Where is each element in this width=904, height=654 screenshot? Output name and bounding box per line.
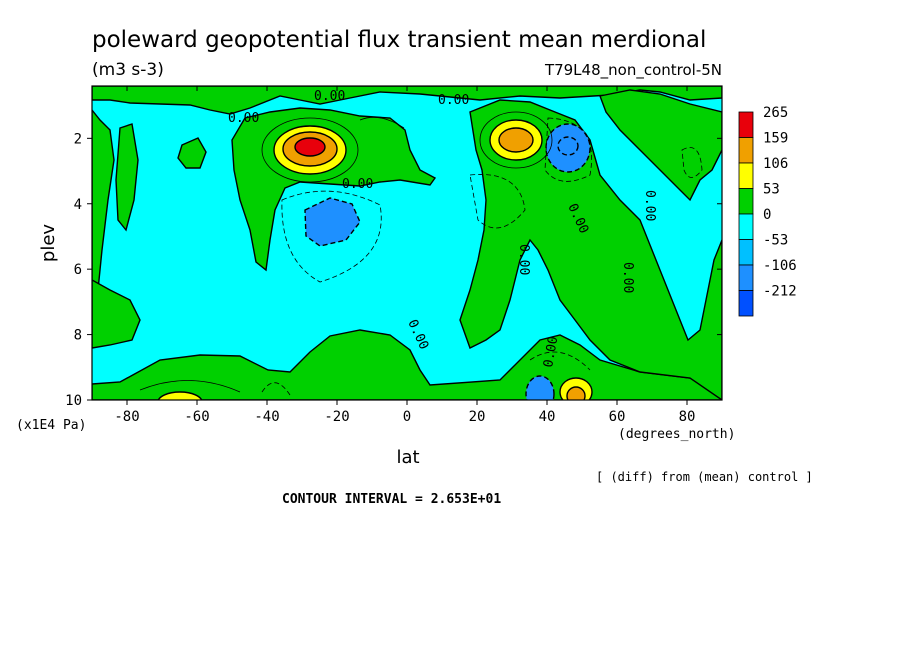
colorbar-label: 106 [763, 156, 788, 172]
colorbar-label: 0 [763, 207, 771, 223]
x-axis: -80 -60 -40 -20 0 20 40 60 80 [114, 86, 695, 425]
x-tick-label: 40 [539, 409, 556, 425]
max-bottom-orange [566, 386, 586, 400]
y-axis-label: plev [38, 224, 59, 263]
colorbar-swatch [738, 188, 754, 215]
colorbar-label: 265 [763, 105, 788, 121]
contour-right-neg [681, 147, 703, 178]
contour-label: 0.00 [620, 262, 635, 293]
contour-label: 0.00 [642, 190, 657, 221]
max-bottom-left-yellow [157, 391, 203, 400]
contour-bottom-dash [261, 382, 291, 396]
footer-note: [ (diff) from (mean) control ] [596, 470, 813, 484]
colorbar-label: -106 [763, 258, 797, 274]
x-tick-label: 0 [403, 409, 411, 425]
green-right-upper [599, 89, 722, 202]
green-top-strip [92, 86, 722, 115]
contour-south-outer [261, 117, 359, 183]
contour-north-neg [544, 117, 592, 182]
contour-label: 0.00 [516, 244, 531, 275]
y-tick-label: 10 [65, 393, 82, 409]
colorbar-swatch [738, 162, 754, 189]
min-south-blue [304, 197, 361, 247]
colorbar: 265 159 106 53 0 -53 -106 -212 [738, 105, 797, 317]
colorbar-swatch [738, 290, 754, 317]
positive-max-group [157, 119, 593, 400]
x-tick-label: -40 [254, 409, 279, 425]
chart-title: poleward geopotential flux transient mea… [92, 27, 706, 53]
contour-label: 0.00 [228, 111, 259, 126]
plot-area: 0.00 0.00 0.00 0.00 0.00 0.00 0.00 0.00 … [91, 85, 723, 401]
x-tick-label: 60 [609, 409, 626, 425]
max-south-red [294, 137, 326, 157]
contour-bottom-neg [529, 351, 591, 371]
contour-label: 0.00 [314, 89, 345, 104]
y-tick-label: 6 [74, 262, 82, 278]
contour-south-neg [281, 190, 382, 283]
min-north-core [557, 136, 579, 156]
contour-label: 0.00 [342, 177, 373, 192]
colorbar-swatch [738, 213, 754, 240]
colorbar-label: -53 [763, 233, 788, 249]
colorbar-label: -212 [763, 284, 797, 300]
contour-label: 0.00 [438, 93, 469, 108]
green-north-band [459, 99, 722, 400]
contour-interval: CONTOUR INTERVAL = 2.653E+01 [282, 492, 501, 507]
colorbar-swatch [738, 264, 754, 291]
colorbar-label: 159 [763, 131, 788, 147]
green-left-low [92, 279, 141, 349]
chart-units: (m3 s-3) [92, 60, 164, 80]
green-small-blob-1 [177, 137, 207, 169]
x-tick-label: -80 [114, 409, 139, 425]
contour-label-group: 0.00 0.00 0.00 0.00 0.00 0.00 0.00 0.00 … [228, 89, 657, 369]
x-tick-label: 80 [679, 409, 696, 425]
negative-min-group [304, 123, 591, 400]
colorbar-swatch [738, 137, 754, 164]
y-axis: 2 4 6 8 10 [65, 131, 722, 409]
y-tick-label: 4 [74, 197, 82, 213]
contour-bottom-left [139, 380, 241, 393]
contour-lines [139, 111, 703, 396]
y-tick-label: 2 [74, 131, 82, 147]
x-axis-units: (degrees_north) [618, 427, 735, 442]
colorbar-swatch [738, 111, 754, 138]
x-tick-label: 20 [469, 409, 486, 425]
y-tick-label: 8 [74, 328, 82, 344]
max-north-orange [498, 127, 534, 153]
contour-label: 0.00 [541, 335, 561, 368]
y-axis-units: (x1E4 Pa) [16, 418, 86, 433]
min-bottom-blue [525, 375, 555, 400]
contour-top-small [359, 116, 405, 129]
contour-north-outer [479, 111, 553, 169]
contour-mid-neg [469, 174, 526, 229]
x-tick-label: -20 [324, 409, 349, 425]
x-tick-label: -60 [184, 409, 209, 425]
colorbar-swatch [738, 239, 754, 266]
colorbar-label: 53 [763, 182, 780, 198]
green-left-strip [115, 123, 139, 232]
dataset-label: T79L48_non_control-5N [544, 61, 722, 80]
x-axis-label: lat [396, 447, 419, 468]
